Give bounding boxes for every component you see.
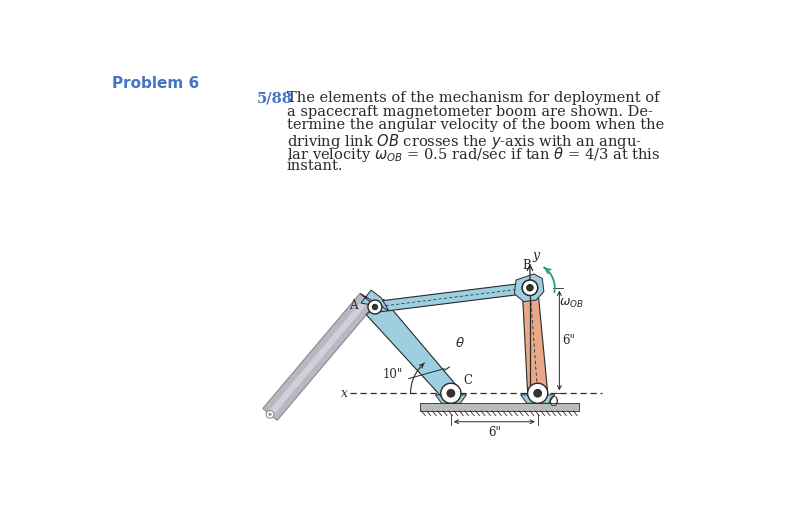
Text: 6": 6" (488, 426, 501, 439)
Text: y: y (532, 249, 539, 262)
Circle shape (266, 410, 274, 418)
Circle shape (527, 383, 548, 404)
Text: 5/88: 5/88 (257, 91, 293, 106)
Circle shape (522, 280, 538, 295)
Bar (420, 404, 578, 411)
Text: B: B (523, 260, 531, 272)
Circle shape (527, 285, 533, 291)
Circle shape (368, 300, 382, 314)
Polygon shape (263, 293, 374, 420)
Text: 6": 6" (563, 334, 575, 347)
Polygon shape (268, 297, 369, 416)
Circle shape (373, 304, 377, 310)
Text: $\theta$: $\theta$ (455, 336, 465, 350)
Text: instant.: instant. (287, 159, 343, 173)
Polygon shape (366, 299, 458, 399)
Polygon shape (435, 395, 466, 404)
Text: a spacecraft magnetometer boom are shown. De-: a spacecraft magnetometer boom are shown… (287, 105, 652, 119)
Text: A: A (349, 299, 358, 312)
Text: O: O (549, 396, 558, 409)
Text: The elements of the mechanism for deployment of: The elements of the mechanism for deploy… (287, 91, 659, 106)
Text: Problem 6: Problem 6 (112, 76, 200, 91)
Text: lar velocity $\omega_{OB}$ = 0.5 rad/sec if tan $\theta$ = 4/3 at this: lar velocity $\omega_{OB}$ = 0.5 rad/sec… (287, 146, 660, 164)
Text: driving link $\mathit{OB}$ crosses the $y$-axis with an angu-: driving link $\mathit{OB}$ crosses the $… (287, 132, 641, 151)
Text: 10": 10" (383, 368, 403, 381)
Circle shape (522, 280, 538, 295)
Polygon shape (360, 290, 389, 311)
Circle shape (441, 383, 461, 404)
Text: x: x (341, 387, 347, 400)
Text: $\omega_{OB}$: $\omega_{OB}$ (560, 297, 584, 310)
Circle shape (447, 390, 455, 397)
Circle shape (269, 413, 272, 416)
Polygon shape (514, 274, 544, 301)
Text: C: C (463, 374, 472, 387)
Text: termine the angular velocity of the boom when the: termine the angular velocity of the boom… (287, 119, 664, 133)
Circle shape (534, 390, 542, 397)
Polygon shape (520, 395, 555, 404)
Polygon shape (374, 282, 531, 312)
Circle shape (527, 285, 533, 291)
Polygon shape (522, 288, 548, 393)
